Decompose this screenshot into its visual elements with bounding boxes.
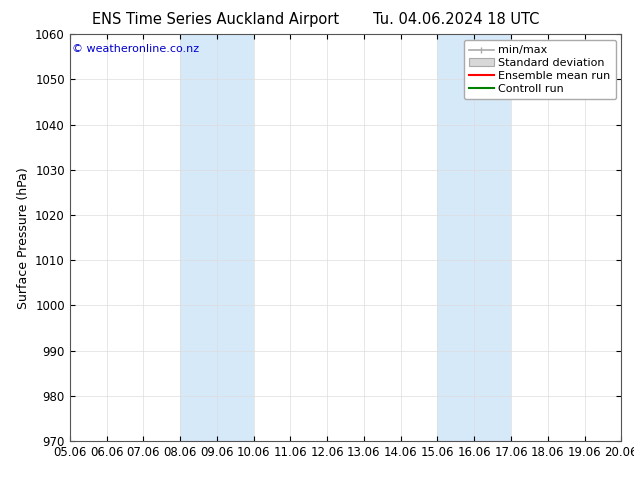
Text: ENS Time Series Auckland Airport: ENS Time Series Auckland Airport: [92, 12, 339, 27]
Y-axis label: Surface Pressure (hPa): Surface Pressure (hPa): [16, 167, 30, 309]
Bar: [437, 34, 511, 441]
Legend: min/max, Standard deviation, Ensemble mean run, Controll run: min/max, Standard deviation, Ensemble me…: [463, 40, 616, 99]
Text: © weatheronline.co.nz: © weatheronline.co.nz: [72, 45, 200, 54]
Text: Tu. 04.06.2024 18 UTC: Tu. 04.06.2024 18 UTC: [373, 12, 540, 27]
Bar: [180, 34, 254, 441]
